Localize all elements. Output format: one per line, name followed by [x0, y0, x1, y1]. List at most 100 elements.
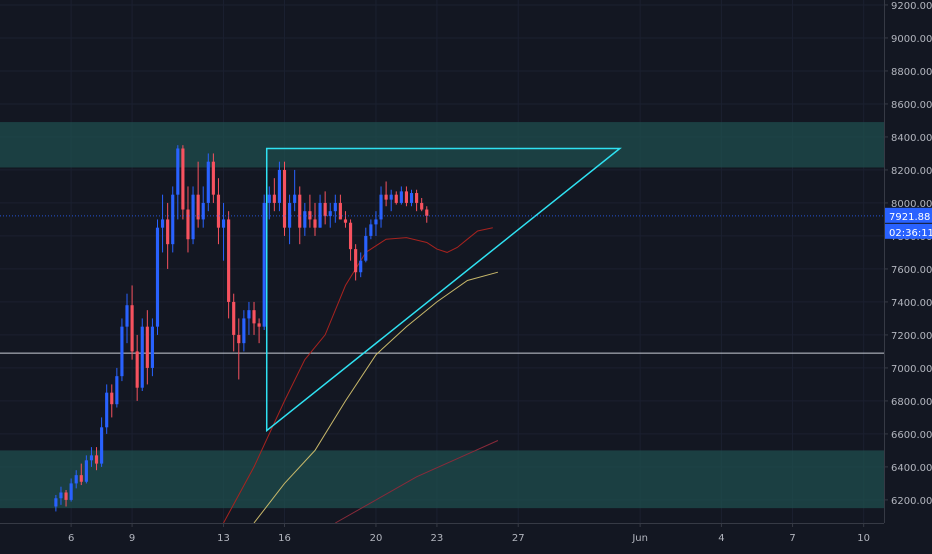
y-tick-label: 6200.00 [891, 496, 932, 507]
x-tick-label: 6 [68, 533, 74, 544]
y-tick-label: 9000.00 [891, 34, 932, 45]
support-resistance-zone [0, 450, 884, 509]
candle-body [54, 498, 58, 507]
candle-body [354, 249, 358, 273]
ascending-triangle[interactable] [265, 147, 622, 433]
countdown-label: 02:36:11 [889, 228, 932, 239]
x-axis[interactable]: 6 9 13 16 20 23 27 Jun 4 7 10 [0, 523, 932, 550]
x-tick-label: 27 [512, 533, 525, 544]
x-tick-label: Jun [631, 533, 648, 544]
candle-body [313, 219, 317, 228]
candle-body [328, 211, 332, 217]
candle-body [125, 305, 129, 327]
candle-body [74, 475, 78, 484]
candle-body [196, 194, 200, 220]
axis-corner [884, 523, 932, 550]
candle-body [247, 310, 251, 319]
y-tick-label: 7000.00 [891, 364, 932, 375]
candle-body [130, 305, 134, 352]
candle-body [69, 483, 73, 500]
candle-body [64, 492, 68, 500]
candle-body [227, 219, 231, 302]
candle-body [369, 224, 373, 236]
candle-body [105, 392, 109, 428]
candle-body [135, 351, 139, 388]
candle-body [308, 211, 312, 220]
candle-body [262, 202, 266, 327]
candle-body [303, 211, 307, 228]
candle-body [293, 194, 297, 203]
candles [54, 145, 429, 512]
candle-body [237, 334, 241, 344]
y-tick-label: 6400.00 [891, 463, 932, 474]
candle-body [409, 193, 414, 203]
y-tick-label: 9200.00 [891, 1, 932, 12]
candle-body [181, 148, 185, 210]
candle-body [89, 455, 94, 461]
candle-body [267, 194, 271, 203]
candle-body [115, 376, 119, 405]
candle-body [216, 194, 221, 228]
candle-body [420, 202, 424, 210]
candle-body [176, 148, 180, 195]
y-tick-label: 8400.00 [891, 133, 932, 144]
support-resistance-zone [0, 122, 884, 168]
candle-body [272, 194, 276, 203]
candle-body [242, 318, 246, 344]
candle-body [150, 326, 154, 368]
y-axis[interactable]: 9200.00 9000.00 8800.00 8600.00 8400.00 8200.… [884, 0, 932, 550]
x-tick-label: 4 [718, 533, 724, 544]
candle-body [348, 222, 353, 250]
candle-body [298, 194, 302, 228]
y-tick-label: 8800.00 [891, 67, 932, 78]
candle-body [160, 219, 165, 228]
candle-body [232, 301, 236, 335]
moving-averages [223, 227, 499, 524]
candle-body [206, 161, 210, 203]
triangle-drawing[interactable] [265, 147, 622, 433]
x-tick-label: 16 [278, 533, 291, 544]
last-price-label: 7921.88 [889, 212, 930, 223]
x-tick-label: 20 [370, 533, 383, 544]
moving-average-fast [223, 227, 493, 524]
candle-body [374, 219, 378, 225]
candle-body [100, 427, 104, 464]
candle-body [94, 455, 99, 464]
candle-body [110, 392, 114, 405]
candle-body [186, 209, 190, 240]
moving-average-mid [253, 271, 499, 524]
y-tick-label: 8600.00 [891, 100, 932, 111]
candle-body [201, 202, 205, 220]
x-tick-label: 13 [217, 533, 230, 544]
candle-body [211, 161, 215, 195]
x-tick-label: 9 [129, 533, 135, 544]
candle-body [171, 194, 175, 245]
y-axis-background [884, 0, 932, 550]
y-tick-label: 8200.00 [891, 166, 932, 177]
y-tick-label: 7400.00 [891, 298, 932, 309]
candle-body [140, 326, 144, 388]
candle-body [425, 209, 429, 216]
candle-body [323, 202, 327, 217]
zones [0, 122, 884, 509]
moving-average-slow [335, 440, 499, 524]
candle-body [257, 323, 261, 327]
x-axis-background [0, 523, 932, 550]
x-tick-label: 23 [431, 533, 444, 544]
candle-body [277, 169, 282, 203]
candle-body [394, 194, 398, 203]
candle-body [338, 202, 342, 220]
candle-body [221, 219, 226, 228]
y-tick-label: 6600.00 [891, 430, 932, 441]
candle-body [415, 193, 419, 203]
last-price-label-box [885, 207, 932, 223]
candle-body [282, 169, 287, 228]
price-labels: 7921.88 02:36:11 [885, 207, 932, 239]
candle-body [84, 460, 88, 482]
candle-body [318, 202, 322, 228]
candle-body [384, 194, 388, 200]
candle-body [120, 326, 124, 377]
candle-body [399, 191, 403, 203]
